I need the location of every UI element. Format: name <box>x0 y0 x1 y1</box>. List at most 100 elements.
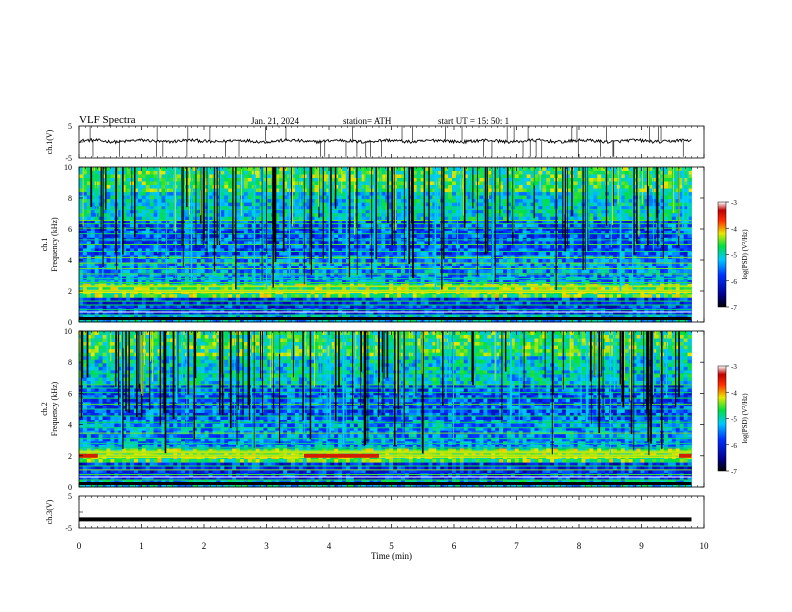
spectrogram-cell <box>157 279 162 284</box>
spectrogram-cell <box>192 188 198 193</box>
spectrogram-cell <box>126 209 131 214</box>
spectrogram-cell <box>133 318 139 323</box>
spectrogram-cell <box>137 258 143 263</box>
spectrogram-cell <box>361 177 367 182</box>
spectrogram-cell <box>338 184 343 189</box>
spectrogram-cell <box>416 216 421 221</box>
spectrogram-cell <box>224 314 229 319</box>
spectrogram-cell <box>192 318 198 323</box>
spectrogram-cell <box>122 209 127 214</box>
spectrogram-cell <box>424 216 429 221</box>
spectrogram-cell <box>102 191 107 196</box>
spectrogram-cell <box>106 300 111 305</box>
spectrogram-cell <box>361 240 367 245</box>
spectrogram-cell <box>232 293 237 298</box>
spectrogram-cell <box>275 272 280 277</box>
spectrogram-cell <box>499 272 504 277</box>
spectrogram-cell <box>334 219 339 224</box>
spectrogram-cell <box>263 248 268 252</box>
spectrogram-cell <box>279 188 284 193</box>
spectrogram-cell <box>267 244 272 249</box>
spectrogram-cell <box>208 167 213 171</box>
spectrogram-cell <box>353 240 359 245</box>
spectrogram-cell <box>86 191 92 196</box>
spectrogram-cell <box>322 272 327 277</box>
spectrogram-cell <box>98 258 103 263</box>
spectrogram-cell <box>471 195 476 200</box>
spectrogram-cell <box>353 269 359 274</box>
spectrogram-cell <box>173 255 178 259</box>
spectrogram-cell <box>393 293 398 298</box>
spectrogram-cell <box>169 283 174 288</box>
spectrogram-cell <box>177 304 182 309</box>
spectrogram-cell <box>157 251 162 256</box>
spectrogram-cell <box>291 248 296 252</box>
spectrogram-cell <box>153 184 158 189</box>
spectrogram-cell <box>357 230 363 235</box>
spectrogram-cell <box>236 170 241 175</box>
spectrogram-cell <box>157 202 162 207</box>
spectrogram-cell <box>220 195 225 200</box>
spectrogram-cell <box>365 262 370 267</box>
spectrogram-cell <box>98 244 103 249</box>
spectrogram-cell <box>192 314 198 319</box>
spectrogram-cell <box>263 191 268 196</box>
spectrogram-cell <box>424 269 429 274</box>
spectrogram-cell <box>275 251 280 256</box>
spectrogram-cell <box>291 216 296 221</box>
spectrogram-cell <box>236 205 241 210</box>
spectrogram-cell <box>448 177 453 182</box>
spectrogram-cell <box>153 216 158 221</box>
spectrogram-cell <box>157 265 162 270</box>
spectrogram-cell <box>334 311 339 316</box>
spectrogram-cell <box>263 255 268 259</box>
spectrogram-cell <box>432 195 437 200</box>
spectrogram-cell <box>153 279 158 284</box>
spectrogram-cell <box>126 244 131 249</box>
spectrogram-cell <box>82 174 88 178</box>
spectrogram-cell <box>86 265 92 270</box>
spectrogram-cell <box>279 167 284 171</box>
spectrogram-cell <box>79 223 84 228</box>
spectrogram-cell <box>86 258 92 263</box>
spectrogram-cell <box>349 233 355 238</box>
spectrogram-cell <box>424 233 429 238</box>
spectrogram-cell <box>145 212 151 217</box>
spectrogram-cell <box>145 205 151 210</box>
spectrogram-cell <box>275 311 280 316</box>
spectrogram-cell <box>192 230 198 235</box>
spectrogram-cell <box>322 314 327 319</box>
spectrogram-cell <box>279 293 284 298</box>
spectrogram-cell <box>342 188 347 193</box>
spectrogram-cell <box>141 258 147 263</box>
spectrogram-cell <box>239 233 245 238</box>
spectrogram-cell <box>243 279 249 284</box>
spectrogram-cell <box>133 279 139 284</box>
spectrogram-cell <box>291 279 296 284</box>
spectrogram-cell <box>145 216 151 221</box>
spectrogram-cell <box>126 219 131 224</box>
spectrogram-cell <box>196 240 202 245</box>
spectrogram-cell <box>495 255 500 259</box>
spectrogram-cell <box>298 184 304 189</box>
spectrogram-cell <box>149 195 154 200</box>
spectrogram-cell <box>291 272 296 277</box>
spectrogram-cell <box>377 233 382 238</box>
spectrogram-cell <box>275 219 280 224</box>
spectrogram-cell <box>200 265 206 270</box>
spectrogram-cell <box>357 216 363 221</box>
spectrogram-cell <box>326 258 331 263</box>
spectrogram-cell <box>137 300 143 305</box>
spectrogram-cell <box>353 258 359 263</box>
spectrogram-cell <box>326 283 331 288</box>
spectrogram-cell <box>102 223 107 228</box>
spectrogram-cell <box>82 311 88 316</box>
spectrogram-cell <box>133 286 139 291</box>
spectrogram-cell <box>106 269 111 274</box>
spectrogram-cell <box>90 314 96 319</box>
spectrogram-cell <box>361 279 367 284</box>
spectrogram-cell <box>90 212 96 217</box>
spectrogram-cell <box>165 205 170 210</box>
spectrogram-cell <box>471 269 476 274</box>
spectrogram-cell <box>342 240 347 245</box>
